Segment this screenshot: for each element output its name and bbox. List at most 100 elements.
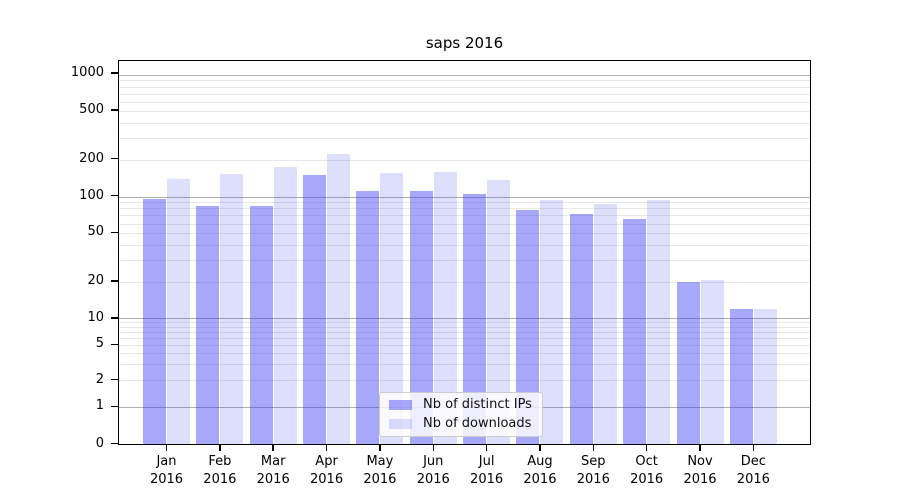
x-tick-mark-oct	[645, 445, 648, 451]
x-tick-month: Jul	[478, 454, 495, 469]
x-tick-month: Dec	[740, 454, 766, 469]
legend-swatch-icon	[389, 419, 412, 429]
gridline-2	[119, 380, 810, 381]
x-tick-year: 2016	[416, 472, 450, 487]
bar-mar-ips	[249, 206, 273, 444]
y-tick-label-1: 1	[95, 398, 104, 414]
gridline-600	[119, 101, 810, 103]
x-tick-mark-feb	[219, 445, 221, 451]
bar-aug-ips	[516, 209, 540, 444]
x-tick-year: 2016	[683, 472, 717, 487]
gridline-10	[119, 318, 810, 320]
x-tick-label-oct: Oct 2016	[615, 453, 679, 489]
y-tick-mark-0	[111, 442, 118, 445]
x-tick-year: 2016	[256, 472, 290, 487]
x-tick-label-jan: Jan 2016	[135, 453, 199, 489]
y-tick-mark-2	[111, 378, 118, 381]
legend-label: Nb of distinct IPs	[423, 397, 532, 412]
gridline-40	[119, 244, 810, 246]
gridline-800	[119, 86, 810, 88]
x-tick-mark-may	[379, 445, 381, 451]
x-tick-mark-sep	[592, 445, 595, 451]
legend: Nb of distinct IPs Nb of downloads	[379, 392, 543, 437]
x-tick-year: 2016	[576, 472, 610, 487]
x-tick-month: Jun	[423, 454, 444, 469]
x-tick-year: 2016	[630, 472, 664, 487]
y-tick-label-200: 200	[79, 150, 104, 166]
legend-item: Nb of downloads	[389, 417, 532, 431]
gridline-4	[119, 353, 810, 355]
bar-feb-downloads	[220, 173, 244, 444]
x-tick-label-aug: Aug 2016	[508, 453, 572, 489]
y-tick-mark-1	[111, 405, 118, 408]
x-tick-mark-aug	[539, 445, 541, 451]
x-tick-label-nov: Nov 2016	[668, 453, 732, 489]
x-tick-month: Apr	[315, 454, 338, 469]
bar-apr-ips	[303, 174, 327, 444]
x-tick-mark-nov	[699, 445, 701, 451]
x-tick-mark-dec	[752, 445, 755, 451]
gridline-50	[119, 233, 810, 235]
x-tick-month: Nov	[687, 454, 713, 469]
legend-swatch-icon	[389, 400, 412, 410]
y-tick-mark-500	[111, 109, 118, 111]
gridline-8	[119, 326, 810, 328]
bar-may-downloads	[380, 172, 404, 444]
legend-label: Nb of downloads	[423, 416, 532, 431]
bar-dec-downloads	[753, 309, 777, 444]
gridline-700	[119, 93, 810, 95]
gridline-400	[119, 123, 810, 125]
gridline-9	[119, 322, 810, 324]
bar-mar-downloads	[273, 166, 297, 444]
x-tick-label-jun: Jun 2016	[401, 453, 465, 489]
plot-area	[118, 60, 811, 445]
bar-feb-ips	[196, 206, 220, 444]
x-tick-label-apr: Apr 2016	[295, 453, 359, 489]
bar-jun-downloads	[433, 172, 457, 444]
y-tick-mark-100	[111, 194, 118, 197]
y-tick-label-50: 50	[87, 224, 104, 240]
gridline-900	[119, 80, 810, 82]
bar-dec-ips	[729, 309, 753, 444]
x-tick-label-sep: Sep 2016	[561, 453, 625, 489]
x-tick-label-may: May 2016	[348, 453, 412, 489]
x-tick-mark-jun	[432, 445, 434, 451]
gridline-100	[119, 196, 810, 198]
gridline-20	[119, 281, 810, 283]
bar-sep-downloads	[593, 203, 617, 444]
bar-nov-ips	[676, 282, 700, 444]
gridline-6	[119, 337, 810, 339]
x-tick-year: 2016	[523, 472, 557, 487]
gridline-1000	[119, 74, 810, 76]
y-tick-mark-200	[111, 157, 118, 160]
x-tick-month: Sep	[581, 454, 606, 469]
gridline-60	[119, 223, 810, 225]
bar-oct-downloads	[647, 200, 671, 444]
gridline-70	[119, 215, 810, 217]
y-tick-mark-50	[111, 231, 118, 234]
x-tick-month: Feb	[208, 454, 232, 469]
x-tick-month: Mar	[260, 454, 286, 469]
y-tick-label-10: 10	[87, 309, 104, 325]
x-tick-month: May	[366, 454, 394, 469]
y-tick-label-1000: 1000	[70, 65, 104, 81]
y-tick-mark-20	[111, 280, 118, 282]
x-tick-label-jul: Jul 2016	[455, 453, 519, 489]
gridline-80	[119, 208, 810, 210]
gridline-300	[119, 138, 810, 140]
y-tick-mark-10	[111, 317, 118, 319]
y-tick-label-100: 100	[79, 187, 104, 203]
bar-jul-downloads	[487, 180, 511, 444]
x-tick-mark-mar	[272, 445, 274, 451]
bar-jul-ips	[463, 193, 487, 444]
x-tick-month: Oct	[635, 454, 658, 469]
x-tick-year: 2016	[470, 472, 504, 487]
bar-apr-downloads	[327, 154, 351, 444]
x-tick-label-dec: Dec 2016	[721, 453, 785, 489]
y-tick-label-0: 0	[95, 435, 104, 451]
legend-item: Nb of distinct IPs	[389, 398, 532, 412]
x-tick-label-mar: Mar 2016	[241, 453, 305, 489]
bar-jun-ips	[409, 190, 433, 444]
y-tick-label-2: 2	[95, 371, 104, 387]
x-tick-month: Jan	[156, 454, 177, 469]
